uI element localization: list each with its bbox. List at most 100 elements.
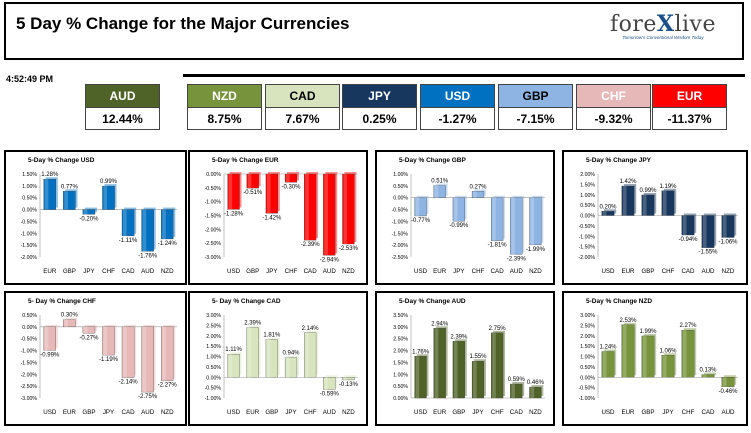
y-tick-label: 0.50%	[580, 365, 595, 371]
chart-title: 5-Day % Change NZD	[586, 298, 653, 305]
x-tick-label: EUR	[621, 409, 635, 416]
bar-highlight	[602, 211, 607, 216]
bar-highlight	[473, 361, 477, 398]
data-label: 2.53%	[619, 318, 637, 324]
bar-highlight	[162, 326, 166, 381]
data-label: 2.14%	[302, 326, 320, 332]
data-label: -1.06%	[718, 239, 738, 245]
x-tick-label: EUR	[433, 409, 447, 416]
y-tick-label: 0.00%	[580, 375, 595, 381]
data-label: 2.39%	[450, 334, 468, 340]
x-tick-label: JPY	[103, 409, 114, 416]
bar	[304, 173, 317, 241]
x-tick-label: CAD	[491, 268, 505, 275]
currency-box-cad: CAD 7.67%	[265, 84, 340, 130]
y-tick-label: 3.50%	[393, 313, 408, 319]
data-label: 1.99%	[639, 329, 657, 335]
y-tick-label: -0.50%	[392, 208, 409, 214]
y-tick-label: -2.50%	[392, 255, 409, 261]
y-tick-label: 0.00%	[206, 172, 221, 178]
bar	[63, 319, 76, 328]
data-label: -1.28%	[224, 211, 244, 217]
data-label: -1.81%	[488, 243, 508, 249]
y-tick-label: 1.00%	[206, 355, 221, 361]
y-tick-label: -0.50%	[579, 386, 596, 392]
y-tick-label: 0.00%	[206, 375, 221, 381]
x-tick-label: USD	[227, 409, 241, 416]
bar	[227, 173, 240, 210]
bar-highlight	[415, 197, 420, 216]
data-label: -0.51%	[243, 190, 263, 196]
bar	[452, 197, 465, 222]
data-label: -1.99%	[526, 247, 546, 253]
data-label: -2.39%	[301, 242, 321, 248]
x-tick-label: AUD	[323, 268, 337, 275]
bar-highlight	[473, 191, 477, 198]
data-label: 0.99%	[100, 179, 118, 185]
bar	[433, 185, 446, 198]
y-tick-label: -1.00%	[579, 234, 596, 240]
y-tick-label: -1.50%	[21, 243, 38, 249]
bar	[701, 374, 715, 378]
bar-highlight	[702, 215, 707, 248]
bar	[491, 197, 504, 241]
bar	[721, 377, 735, 387]
bar-highlight	[530, 197, 535, 245]
x-tick-label: GBP	[63, 268, 76, 275]
bar	[433, 328, 446, 399]
bar	[601, 211, 615, 216]
chart-panel-1: 5-Day % Change EUR 0.00% -0.50% -1.00% -1.50…	[188, 150, 368, 285]
data-label: 0.51%	[431, 179, 449, 185]
y-tick-label: -0.50%	[21, 219, 38, 225]
y-tick-label: -2.00%	[205, 227, 222, 233]
bar	[246, 327, 259, 378]
bar-chart: 1.00% 0.50% 0.00% -0.50% -1.00% -1.50% -2.00% -…	[392, 172, 546, 275]
x-tick-label: CHF	[304, 409, 317, 416]
y-tick-label: 1.50%	[206, 344, 221, 350]
y-tick-label: 2.50%	[206, 323, 221, 329]
y-tick-label: -1.00%	[392, 219, 409, 225]
x-tick-label: GBP	[82, 409, 95, 416]
currency-change: 7.67%	[285, 112, 320, 126]
data-label: 0.13%	[699, 368, 717, 374]
chart-panel-2: 5-Day % Change GBP 1.00% 0.50% 0.00% -0.50% -…	[375, 150, 555, 285]
bar-highlight	[642, 194, 647, 216]
header-banner: 5 Day % Change for the Major Currencies …	[4, 2, 744, 60]
y-tick-label: -1.00%	[579, 396, 596, 402]
bar-highlight	[702, 374, 707, 378]
y-tick-label: -3.00%	[205, 255, 222, 261]
y-tick-label: -1.00%	[21, 349, 38, 355]
data-label: -2.53%	[339, 246, 359, 252]
chart-panel-4: 5- Day % Change CHF 0.50% 0.00% -0.50% -1.00…	[4, 291, 187, 426]
currency-change: -1.27%	[438, 112, 477, 126]
bar	[414, 356, 427, 399]
bar-highlight	[266, 174, 271, 214]
timestamp: 4:52:49 PM	[6, 74, 54, 84]
y-tick-label: -2.00%	[21, 372, 38, 378]
x-tick-label: AUD	[141, 409, 155, 416]
data-label: 2.94%	[431, 321, 449, 327]
y-tick-label: -0.50%	[579, 224, 596, 230]
y-tick-label: 1.00%	[580, 355, 595, 361]
y-tick-label: 1.50%	[393, 360, 408, 366]
x-tick-label: NZD	[342, 409, 355, 416]
bar-highlight	[247, 327, 252, 378]
bar-highlight	[228, 354, 233, 378]
data-label: 1.24%	[599, 345, 617, 351]
chart-title: 5-Day % Change GBP	[399, 157, 466, 164]
bar-highlight	[602, 351, 607, 378]
x-tick-label: EUR	[433, 268, 447, 275]
x-tick-label: CAD	[681, 268, 695, 275]
x-tick-label: CHF	[662, 268, 675, 275]
bar-shadow	[703, 372, 717, 376]
page-title: 5 Day % Change for the Major Currencies	[16, 14, 350, 33]
currency-name: USD	[421, 85, 494, 108]
bar	[82, 209, 96, 215]
y-tick-label: -2.50%	[21, 384, 38, 390]
bar-chart: 0.50% 0.00% -0.50% -1.00% -1.50% -2.00% -2.50%…	[21, 313, 178, 416]
y-tick-label: 0.00%	[393, 396, 408, 402]
bar-highlight	[511, 197, 515, 255]
x-tick-label: USD	[601, 268, 615, 275]
x-tick-label: JPY	[662, 409, 673, 416]
x-tick-label: NZD	[529, 268, 542, 275]
